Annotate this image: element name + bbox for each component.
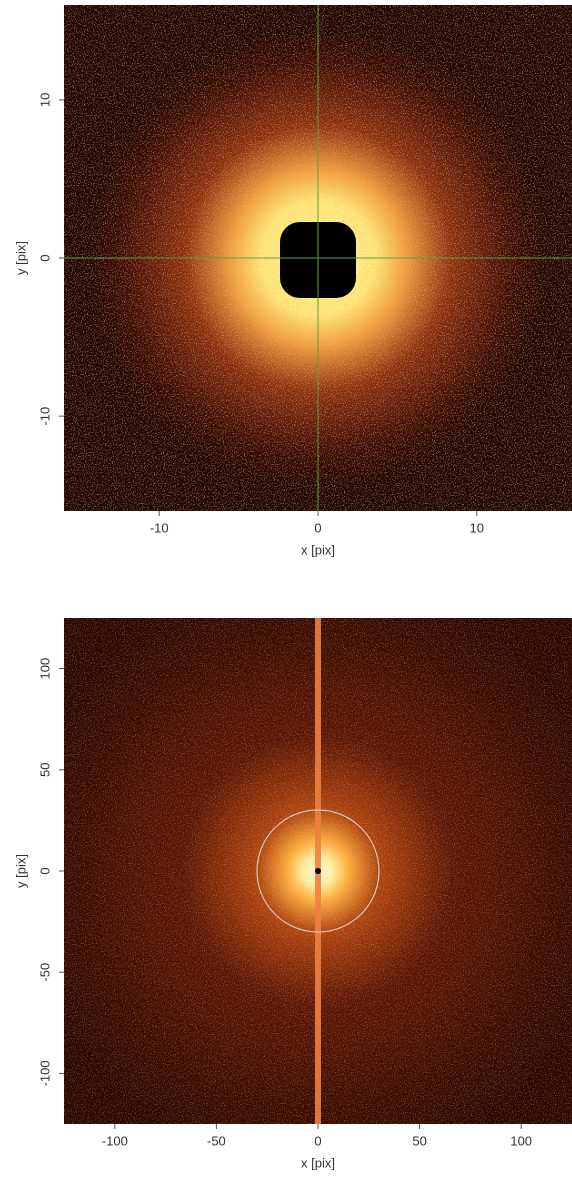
x-axis-label: x [pix] (301, 1155, 335, 1170)
y-tick-label: -100 (37, 1060, 52, 1086)
x-tick-label: -50 (207, 1133, 226, 1148)
x-tick-label: 50 (412, 1133, 426, 1148)
x-axis-label: x [pix] (301, 542, 335, 557)
y-tick-label: -50 (37, 963, 52, 982)
y-tick-label: 10 (37, 93, 52, 107)
y-tick-label: 0 (37, 254, 52, 261)
x-tick-label: 0 (314, 1133, 321, 1148)
y-tick-label: 100 (37, 658, 52, 680)
x-tick-label: 10 (470, 520, 484, 535)
y-tick-label: 50 (37, 763, 52, 777)
y-tick-label: -10 (37, 407, 52, 426)
x-tick-label: -10 (150, 520, 169, 535)
panel-bottom-image (64, 618, 572, 1124)
y-tick-label: 0 (37, 867, 52, 874)
panel-top-image (64, 5, 572, 511)
x-tick-label: 100 (510, 1133, 532, 1148)
x-tick-label: -100 (102, 1133, 128, 1148)
y-axis-label: y [pix] (13, 854, 28, 888)
x-tick-label: 0 (314, 520, 321, 535)
y-axis-label: y [pix] (13, 241, 28, 275)
